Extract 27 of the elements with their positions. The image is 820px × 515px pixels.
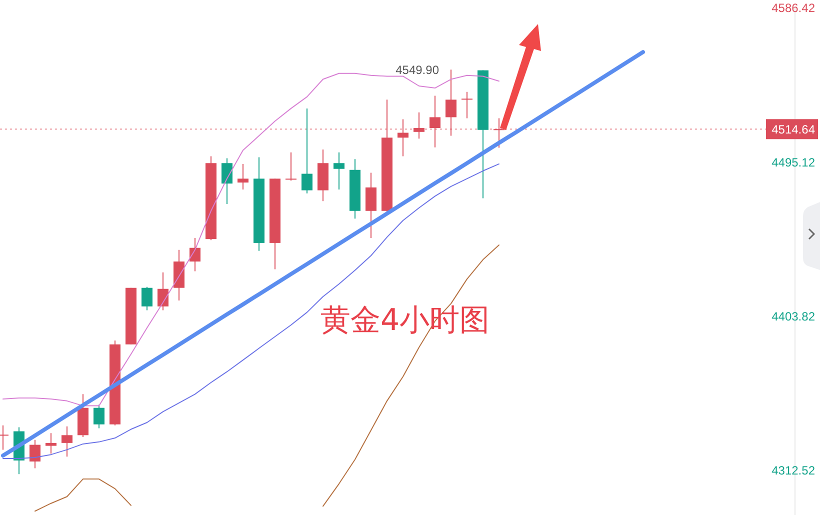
ref-line-label: 4514.64: [772, 122, 816, 136]
candlestick: [286, 152, 296, 182]
candlestick: [446, 69, 456, 136]
candlestick: [494, 118, 504, 148]
candlestick: [366, 172, 376, 239]
candlestick: [302, 108, 312, 194]
candlestick: [462, 91, 472, 119]
y-tick-label: 4312.52: [772, 463, 816, 478]
line-series: [2, 72, 500, 406]
candlestick: [398, 118, 408, 157]
candlestick: [158, 272, 168, 311]
candlestick: [94, 404, 104, 429]
y-tick-label: 4495.12: [772, 155, 816, 170]
line-series: [1, 50, 645, 458]
annotation: 4549.90: [396, 62, 440, 77]
candlestick: [142, 286, 152, 311]
candlestick: [238, 163, 248, 190]
y-tick-label: 4403.82: [772, 309, 816, 324]
candlestick: [430, 95, 440, 148]
candlestick: [334, 152, 344, 190]
candlestick: [414, 112, 424, 140]
candlestick: [62, 426, 72, 458]
candlestick: [30, 439, 40, 469]
candlestick: [190, 238, 200, 272]
candlestick: [46, 432, 56, 454]
y-tick-label: 4586.42: [772, 1, 816, 16]
candlestick: [222, 158, 232, 204]
